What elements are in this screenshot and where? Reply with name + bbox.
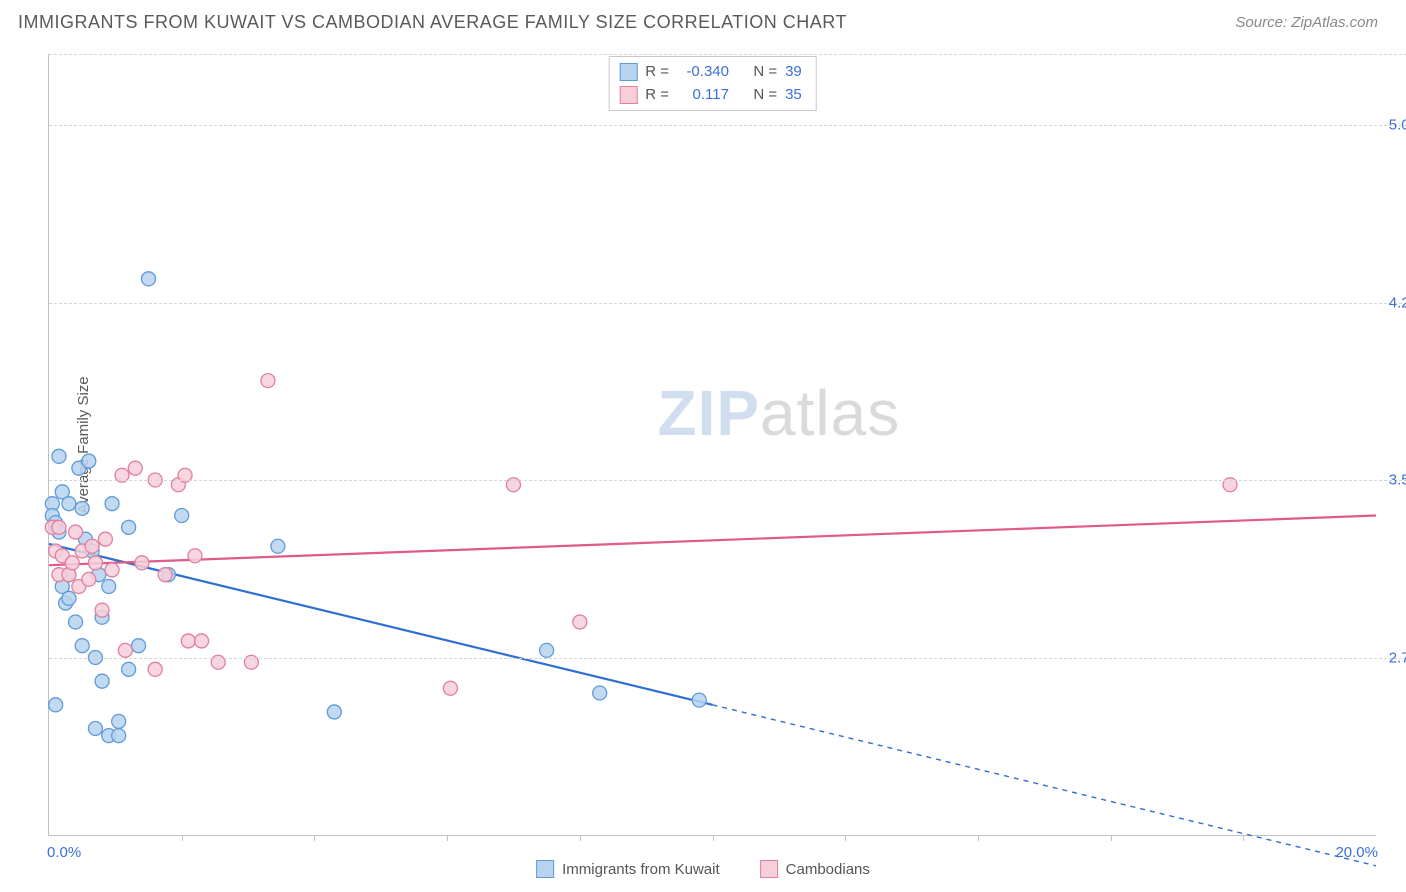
n-label-2: N = — [753, 84, 777, 107]
source-prefix: Source: — [1235, 14, 1291, 31]
r-label-2: R = — [645, 84, 669, 107]
chart-title: IMMIGRANTS FROM KUWAIT VS CAMBODIAN AVER… — [18, 12, 847, 33]
data-point-cambodian — [188, 549, 202, 563]
gridline — [49, 658, 1406, 659]
data-point-kuwait — [327, 705, 341, 719]
y-tick-label: 4.25 — [1378, 294, 1406, 311]
legend-label-cambodian: Cambodians — [786, 861, 870, 878]
legend-item-kuwait: Immigrants from Kuwait — [536, 860, 720, 878]
data-point-cambodian — [69, 525, 83, 539]
data-point-kuwait — [88, 722, 102, 736]
data-point-cambodian — [443, 681, 457, 695]
data-point-kuwait — [82, 454, 96, 468]
y-tick-label: 3.50 — [1378, 472, 1406, 489]
x-axis-max-label: 20.0% — [1335, 844, 1378, 861]
x-tick — [978, 835, 979, 841]
stats-row-kuwait: R = -0.340 N = 39 — [619, 61, 802, 84]
x-tick — [845, 835, 846, 841]
data-point-kuwait — [142, 272, 156, 286]
data-point-kuwait — [52, 449, 66, 463]
data-point-kuwait — [540, 643, 554, 657]
trend-line-kuwait — [49, 544, 713, 705]
data-point-kuwait — [122, 520, 136, 534]
plot-area: 5.004.253.502.75 — [49, 54, 1376, 835]
data-point-kuwait — [49, 698, 63, 712]
data-point-kuwait — [112, 714, 126, 728]
data-point-cambodian — [85, 539, 99, 553]
legend-label-kuwait: Immigrants from Kuwait — [562, 861, 720, 878]
gridline — [49, 54, 1406, 55]
data-point-cambodian — [148, 662, 162, 676]
data-point-cambodian — [82, 572, 96, 586]
data-point-cambodian — [573, 615, 587, 629]
data-point-cambodian — [95, 603, 109, 617]
x-tick — [1243, 835, 1244, 841]
stats-row-cambodian: R = 0.117 N = 35 — [619, 84, 802, 107]
trend-line-cambodian — [49, 516, 1376, 566]
data-point-kuwait — [593, 686, 607, 700]
x-axis-min-label: 0.0% — [47, 844, 81, 861]
n-value-cambodian: 35 — [785, 84, 802, 107]
data-point-kuwait — [132, 639, 146, 653]
data-point-kuwait — [69, 615, 83, 629]
swatch-cambodian — [619, 86, 637, 104]
trend-extension-kuwait — [713, 705, 1377, 866]
data-point-cambodian — [52, 520, 66, 534]
data-point-kuwait — [75, 501, 89, 515]
data-point-kuwait — [105, 497, 119, 511]
swatch-kuwait — [619, 63, 637, 81]
data-point-kuwait — [62, 591, 76, 605]
r-value-kuwait: -0.340 — [677, 61, 729, 84]
y-tick-label: 2.75 — [1378, 649, 1406, 666]
data-point-kuwait — [112, 729, 126, 743]
data-point-cambodian — [98, 532, 112, 546]
data-point-kuwait — [95, 674, 109, 688]
legend-swatch-kuwait — [536, 860, 554, 878]
data-point-cambodian — [128, 461, 142, 475]
data-point-kuwait — [122, 662, 136, 676]
stats-legend-box: R = -0.340 N = 39 R = 0.117 N = 35 — [608, 56, 817, 111]
data-point-cambodian — [181, 634, 195, 648]
x-tick — [580, 835, 581, 841]
data-point-kuwait — [75, 639, 89, 653]
gridline — [49, 303, 1406, 304]
x-tick — [713, 835, 714, 841]
gridline — [49, 480, 1406, 481]
x-tick — [182, 835, 183, 841]
x-tick — [314, 835, 315, 841]
x-tick — [447, 835, 448, 841]
data-point-cambodian — [105, 563, 119, 577]
x-tick — [1111, 835, 1112, 841]
r-label: R = — [645, 61, 669, 84]
data-point-cambodian — [88, 556, 102, 570]
chart-area: Average Family Size ZIPatlas 5.004.253.5… — [48, 54, 1376, 836]
r-value-cambodian: 0.117 — [677, 84, 729, 107]
legend-swatch-cambodian — [760, 860, 778, 878]
data-point-cambodian — [195, 634, 209, 648]
data-point-kuwait — [175, 509, 189, 523]
data-point-cambodian — [261, 374, 275, 388]
data-point-cambodian — [158, 568, 172, 582]
data-point-kuwait — [62, 497, 76, 511]
n-value-kuwait: 39 — [785, 61, 802, 84]
data-point-kuwait — [692, 693, 706, 707]
data-point-kuwait — [271, 539, 285, 553]
bottom-legend: Immigrants from Kuwait Cambodians — [536, 860, 870, 878]
plot-svg — [49, 54, 1376, 835]
data-point-cambodian — [118, 643, 132, 657]
data-point-kuwait — [102, 580, 116, 594]
y-tick-label: 5.00 — [1378, 117, 1406, 134]
data-point-cambodian — [65, 556, 79, 570]
n-label: N = — [753, 61, 777, 84]
source-name: ZipAtlas.com — [1291, 14, 1378, 31]
chart-header: IMMIGRANTS FROM KUWAIT VS CAMBODIAN AVER… — [0, 0, 1406, 41]
legend-item-cambodian: Cambodians — [760, 860, 870, 878]
data-point-cambodian — [135, 556, 149, 570]
source-attribution: Source: ZipAtlas.com — [1235, 14, 1378, 31]
gridline — [49, 125, 1406, 126]
